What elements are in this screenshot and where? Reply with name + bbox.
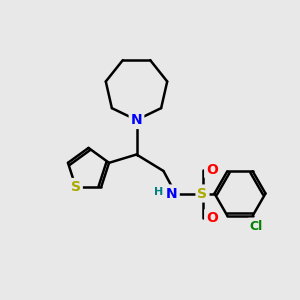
- Text: S: S: [197, 187, 208, 200]
- Text: H: H: [154, 187, 164, 197]
- Text: Cl: Cl: [249, 220, 262, 232]
- Text: N: N: [166, 187, 178, 200]
- Text: S: S: [71, 180, 81, 194]
- Text: O: O: [206, 211, 218, 224]
- Text: N: N: [131, 113, 142, 127]
- Text: O: O: [206, 163, 218, 176]
